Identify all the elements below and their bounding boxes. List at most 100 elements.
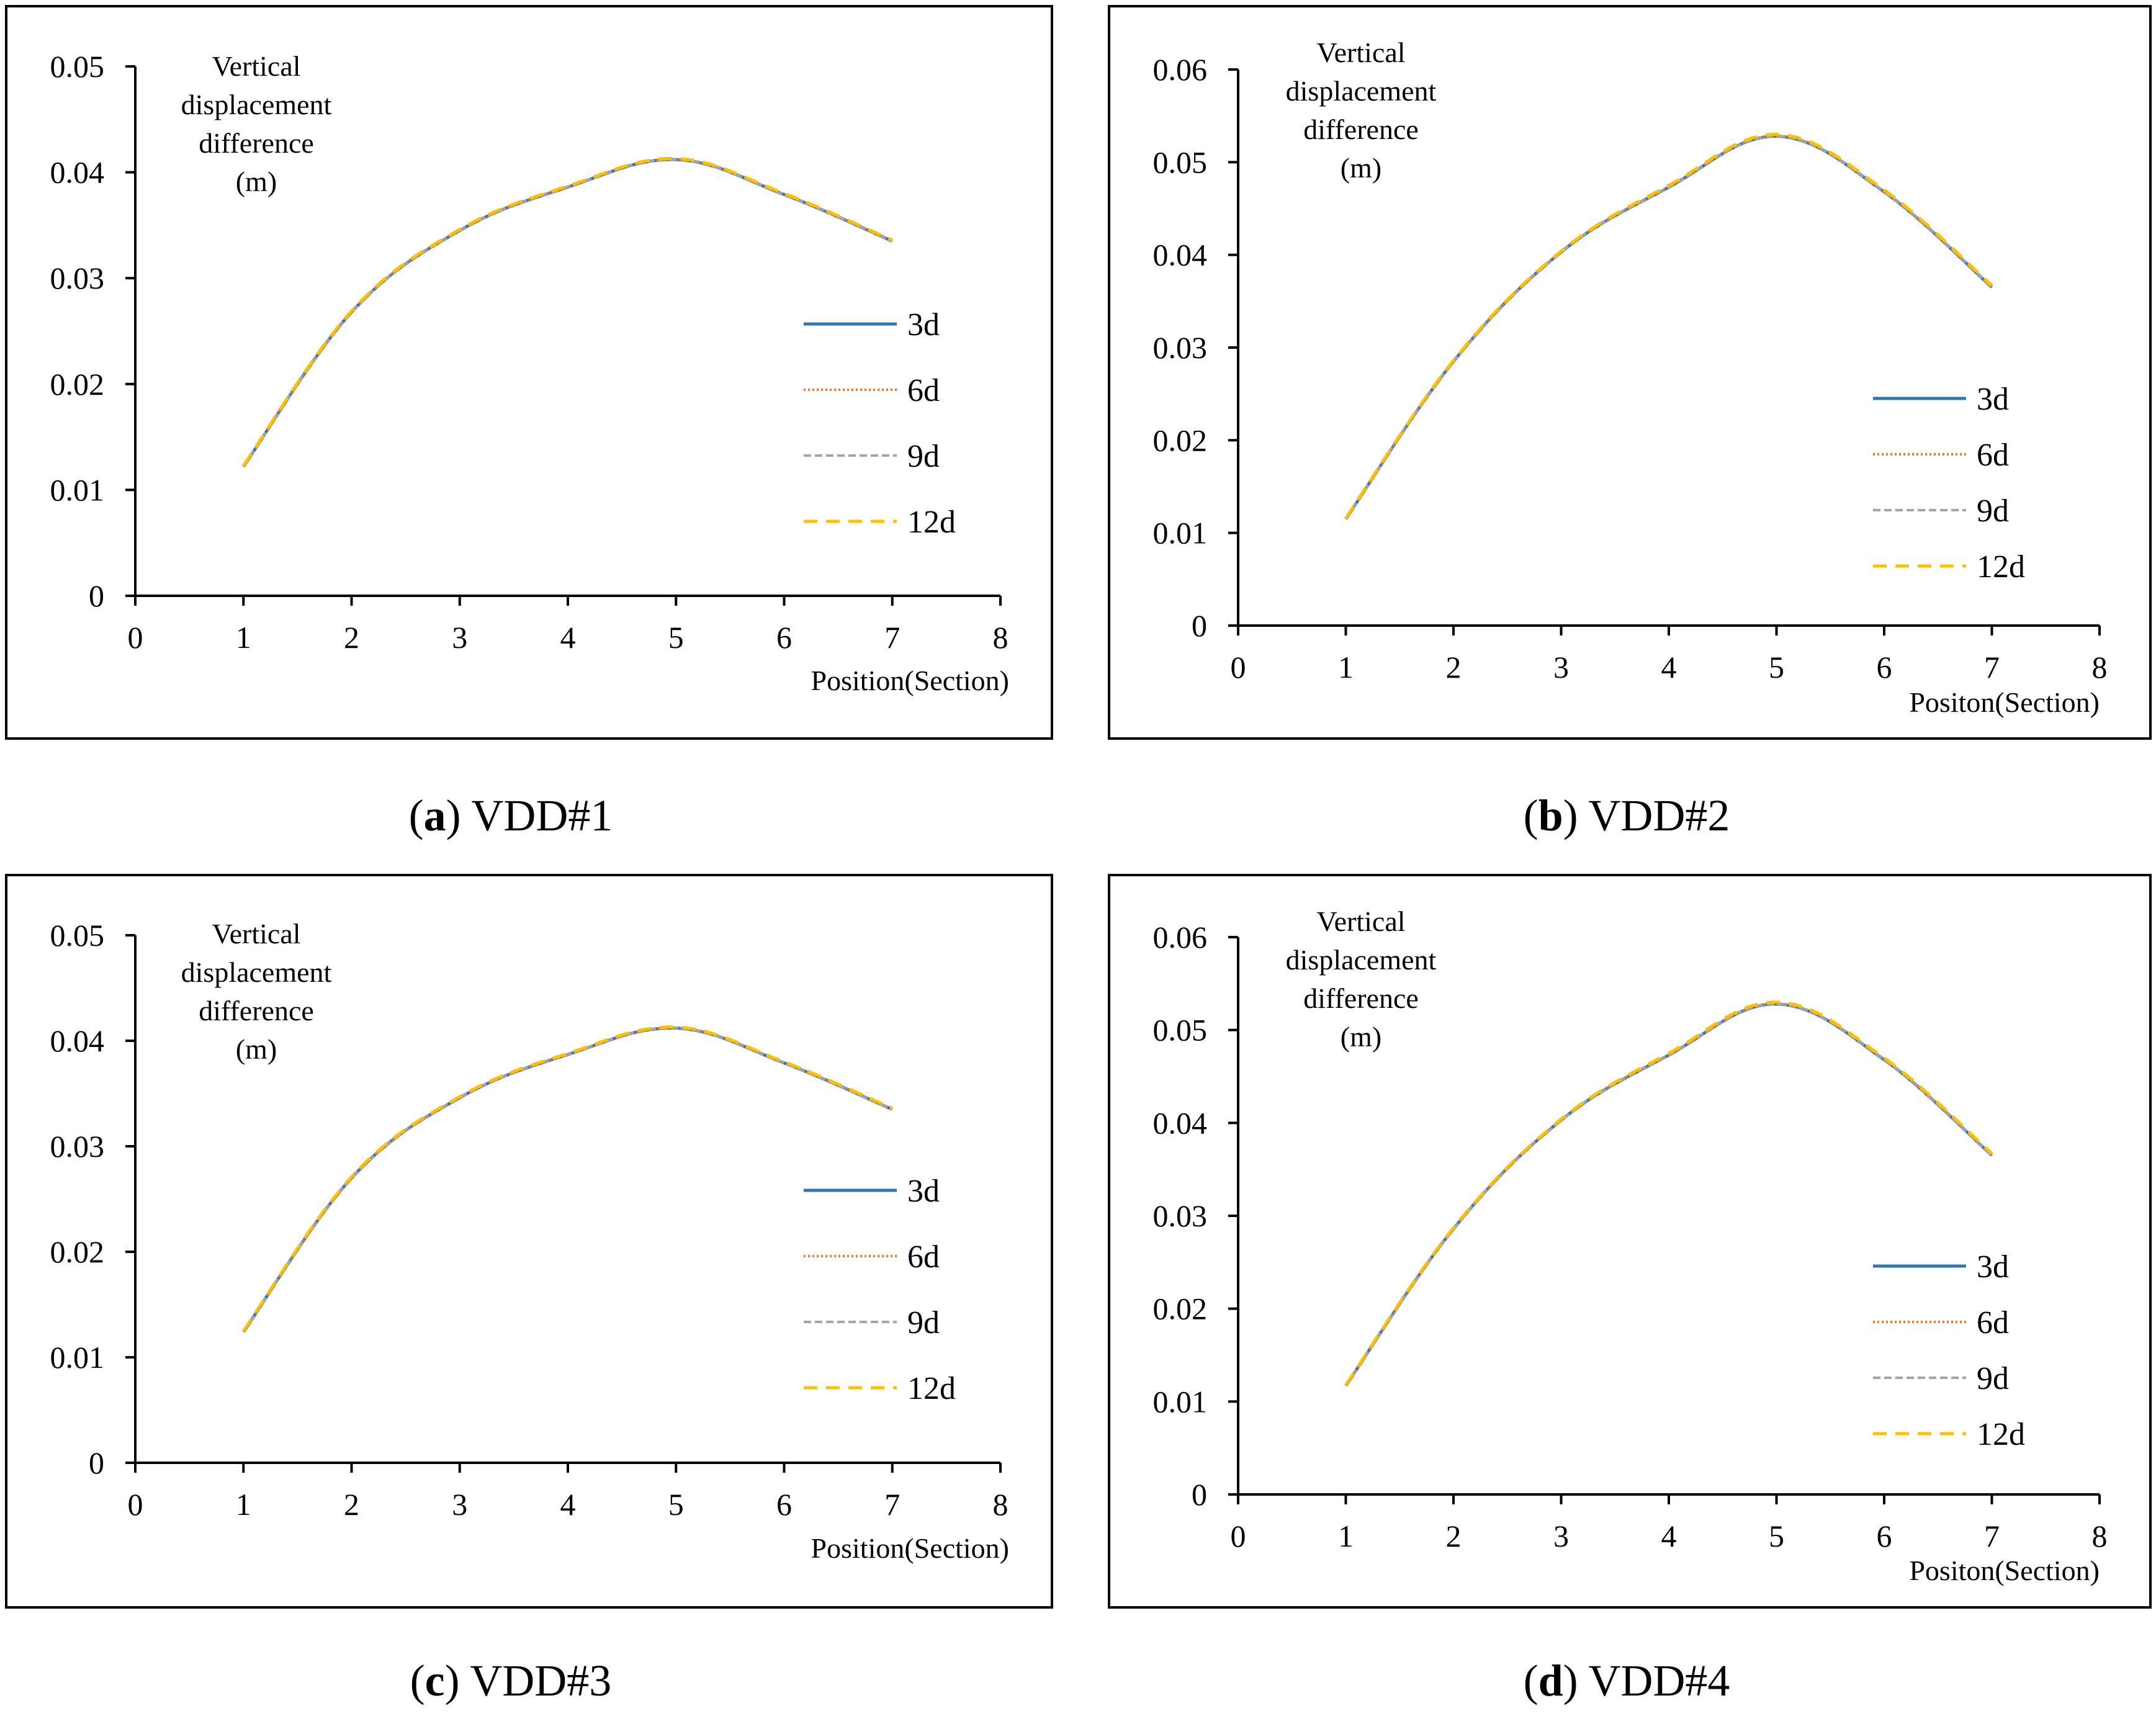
x-tick-label: 6 [776, 1487, 792, 1522]
chart-frame [5, 5, 1053, 740]
data-point-12d [1883, 189, 1885, 191]
y-axis-title-line: Vertical [1316, 37, 1405, 68]
y-tick-label: 0.03 [50, 261, 105, 295]
x-tick-label: 5 [1769, 1519, 1784, 1553]
x-tick-label: 2 [344, 1487, 359, 1522]
y-tick-label: 0.05 [1153, 1013, 1208, 1048]
x-tick-label: 5 [668, 1487, 684, 1522]
chart-caption: (d) VDD#4 [1524, 1656, 1730, 1705]
x-tick-label: 7 [1984, 650, 2000, 685]
data-point-12d [783, 1061, 786, 1063]
x-axis-title: Position(Section) [811, 665, 1009, 696]
x-tick-label: 7 [884, 620, 900, 655]
legend-label-6d: 6d [907, 1239, 940, 1275]
y-tick-label: 0.01 [50, 472, 105, 507]
chart-frame [5, 874, 1053, 1609]
legend-label-3d: 3d [1977, 1249, 2009, 1285]
legend: 3d 6d 9d 12d [804, 307, 956, 540]
x-tick-label: 4 [1661, 650, 1677, 685]
y-axis-title-line: difference [1303, 114, 1419, 145]
data-point-12d [1345, 1383, 1347, 1386]
data-point-12d [1560, 1118, 1563, 1120]
y-axis-title-line: difference [1303, 982, 1419, 1014]
caption-paren-close: ) [1563, 791, 1589, 840]
y-tick-label: 0.06 [1153, 920, 1208, 955]
y-axis-title-line: (m) [236, 166, 277, 197]
x-tick-label: 5 [668, 620, 684, 655]
x-tick-label: 0 [1231, 1519, 1246, 1553]
caption-paren-open: ( [410, 1656, 425, 1705]
x-tick-label: 1 [236, 620, 251, 655]
series-line-3d [1344, 135, 1993, 520]
caption-text: VDD#4 [1588, 1656, 1730, 1705]
legend: 3d 6d 9d 12d [1873, 382, 2025, 585]
caption-paren-open: ( [409, 791, 424, 840]
y-axis-title-line: difference [199, 995, 314, 1026]
caption-text: VDD#3 [470, 1656, 611, 1705]
chart-panel-c: 0 0.01 0.02 0.03 0.04 0.05 0 1 2 3 4 5 6 7 8 Vertical di… [5, 874, 1053, 1705]
y-tick-label: 0.02 [1153, 1291, 1208, 1326]
y-tick-label: 0.02 [1153, 423, 1208, 457]
x-tick-label: 0 [128, 1487, 143, 1522]
y-tick-label: 0.05 [50, 49, 105, 84]
x-tick-label: 2 [344, 620, 359, 655]
y-axis-title-line: Vertical [212, 918, 300, 950]
x-tick-label: 1 [1338, 1519, 1354, 1553]
y-axis-title: Vertical displacement difference (m) [181, 50, 332, 197]
caption-paren-open: ( [1524, 1656, 1538, 1705]
legend-label-12d: 12d [907, 505, 956, 540]
y-axis-title-line: displacement [1286, 75, 1437, 107]
data-point-12d [351, 1175, 353, 1178]
data-point-12d [567, 1052, 569, 1054]
data-point-12d [567, 185, 569, 187]
y-axis-title: Vertical displacement difference (m) [1286, 37, 1437, 184]
series-line-6d [1344, 135, 1993, 520]
series-line-3d [242, 1026, 893, 1333]
legend-label-12d: 12d [907, 1371, 956, 1406]
y-tick-label: 0.01 [50, 1340, 105, 1375]
x-tick-label: 0 [1231, 650, 1246, 685]
data-point-12d [242, 1330, 245, 1332]
y-axis-title: Vertical displacement difference (m) [181, 918, 332, 1065]
x-tick-label: 6 [1877, 1519, 1892, 1553]
data-point-12d [1668, 184, 1670, 187]
data-point-12d [459, 1095, 461, 1098]
x-tick-label: 5 [1769, 650, 1784, 685]
y-tick-label: 0.04 [50, 155, 105, 190]
caption-text: VDD#1 [471, 791, 613, 840]
y-axis-title-line: displacement [1286, 944, 1437, 976]
x-tick-label: 2 [1446, 1519, 1462, 1553]
x-tick-label: 0 [128, 620, 143, 655]
x-tick-label: 3 [452, 1487, 467, 1522]
data-point-12d [1991, 284, 1993, 287]
series-line-6d [1344, 1002, 1993, 1387]
data-point-12d [351, 310, 353, 312]
series-line-3d [1344, 1002, 1993, 1387]
chart-frame [1108, 5, 2152, 740]
y-axis-title-line: displacement [181, 89, 332, 120]
y-tick-label: 0.06 [1153, 52, 1208, 87]
x-tick-label: 8 [993, 1487, 1008, 1522]
y-tick-label: 0.04 [1153, 1105, 1208, 1140]
legend-label-9d: 9d [907, 1305, 940, 1341]
chart-caption: (b) VDD#2 [1524, 791, 1730, 840]
legend-label-6d: 6d [1977, 438, 2009, 473]
x-tick-label: 1 [1338, 650, 1354, 685]
y-tick-label: 0.01 [1153, 516, 1208, 550]
legend-label-9d: 9d [1977, 1361, 2009, 1396]
data-point-12d [891, 239, 894, 241]
x-tick-label: 4 [560, 620, 576, 655]
series-line-9d [1344, 135, 1993, 520]
x-axis-title: Positon(Section) [1909, 1555, 2100, 1586]
legend-label-6d: 6d [1977, 1305, 2009, 1341]
caption-paren-open: ( [1524, 791, 1538, 840]
caption-text: VDD#2 [1588, 791, 1730, 840]
data-point-12d [242, 464, 245, 467]
y-axis-title-line: difference [199, 127, 314, 159]
y-tick-label: 0.04 [1153, 238, 1208, 272]
x-tick-label: 1 [236, 1487, 251, 1522]
y-axis-title-line: displacement [181, 956, 332, 988]
data-point-12d [1668, 1052, 1670, 1054]
y-tick-label: 0.02 [50, 1234, 105, 1269]
